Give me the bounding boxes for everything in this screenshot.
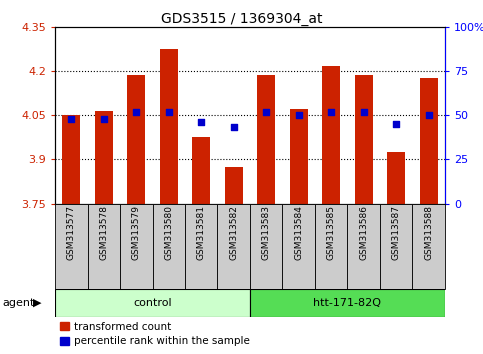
Bar: [250, 204, 283, 289]
Legend: transformed count, percentile rank within the sample: transformed count, percentile rank withi…: [60, 322, 250, 346]
Bar: [120, 204, 153, 289]
Point: [230, 125, 238, 130]
Bar: [217, 204, 250, 289]
Text: GSM313582: GSM313582: [229, 205, 238, 260]
Point: [327, 109, 335, 114]
Text: GSM313583: GSM313583: [262, 205, 270, 260]
Bar: [160, 48, 178, 204]
Text: GSM313588: GSM313588: [424, 205, 433, 260]
Text: GSM313577: GSM313577: [67, 205, 76, 260]
Text: GSM313578: GSM313578: [99, 205, 108, 260]
Point: [165, 109, 172, 114]
Point: [392, 121, 400, 127]
Bar: [283, 204, 315, 289]
Point: [198, 119, 205, 125]
Text: GSM313581: GSM313581: [197, 205, 206, 260]
Text: ▶: ▶: [33, 298, 42, 308]
Text: GSM313580: GSM313580: [164, 205, 173, 260]
Bar: [62, 115, 80, 204]
Bar: [225, 167, 242, 204]
Bar: [387, 152, 405, 204]
Bar: [420, 78, 438, 204]
Point: [360, 109, 368, 114]
Point: [262, 109, 270, 114]
Text: control: control: [133, 298, 172, 308]
Text: GSM313586: GSM313586: [359, 205, 368, 260]
Bar: [250, 289, 445, 317]
Bar: [347, 204, 380, 289]
Bar: [290, 109, 308, 204]
Bar: [322, 66, 340, 204]
Bar: [95, 110, 113, 204]
Text: GDS3515 / 1369304_at: GDS3515 / 1369304_at: [161, 12, 322, 27]
Text: GSM313579: GSM313579: [132, 205, 141, 260]
Bar: [128, 75, 145, 204]
Text: htt-171-82Q: htt-171-82Q: [313, 298, 382, 308]
Bar: [315, 204, 347, 289]
Bar: [257, 75, 275, 204]
Bar: [55, 204, 87, 289]
Bar: [380, 204, 412, 289]
Bar: [153, 204, 185, 289]
Text: GSM313587: GSM313587: [392, 205, 400, 260]
Point: [425, 112, 432, 118]
Point: [68, 116, 75, 121]
Text: GSM313585: GSM313585: [327, 205, 336, 260]
Bar: [355, 75, 372, 204]
Point: [100, 116, 108, 121]
Bar: [412, 204, 445, 289]
Bar: [192, 137, 210, 204]
Text: agent: agent: [2, 298, 35, 308]
Bar: [87, 204, 120, 289]
Bar: [55, 289, 250, 317]
Point: [295, 112, 302, 118]
Point: [132, 109, 140, 114]
Bar: [185, 204, 217, 289]
Text: GSM313584: GSM313584: [294, 205, 303, 260]
